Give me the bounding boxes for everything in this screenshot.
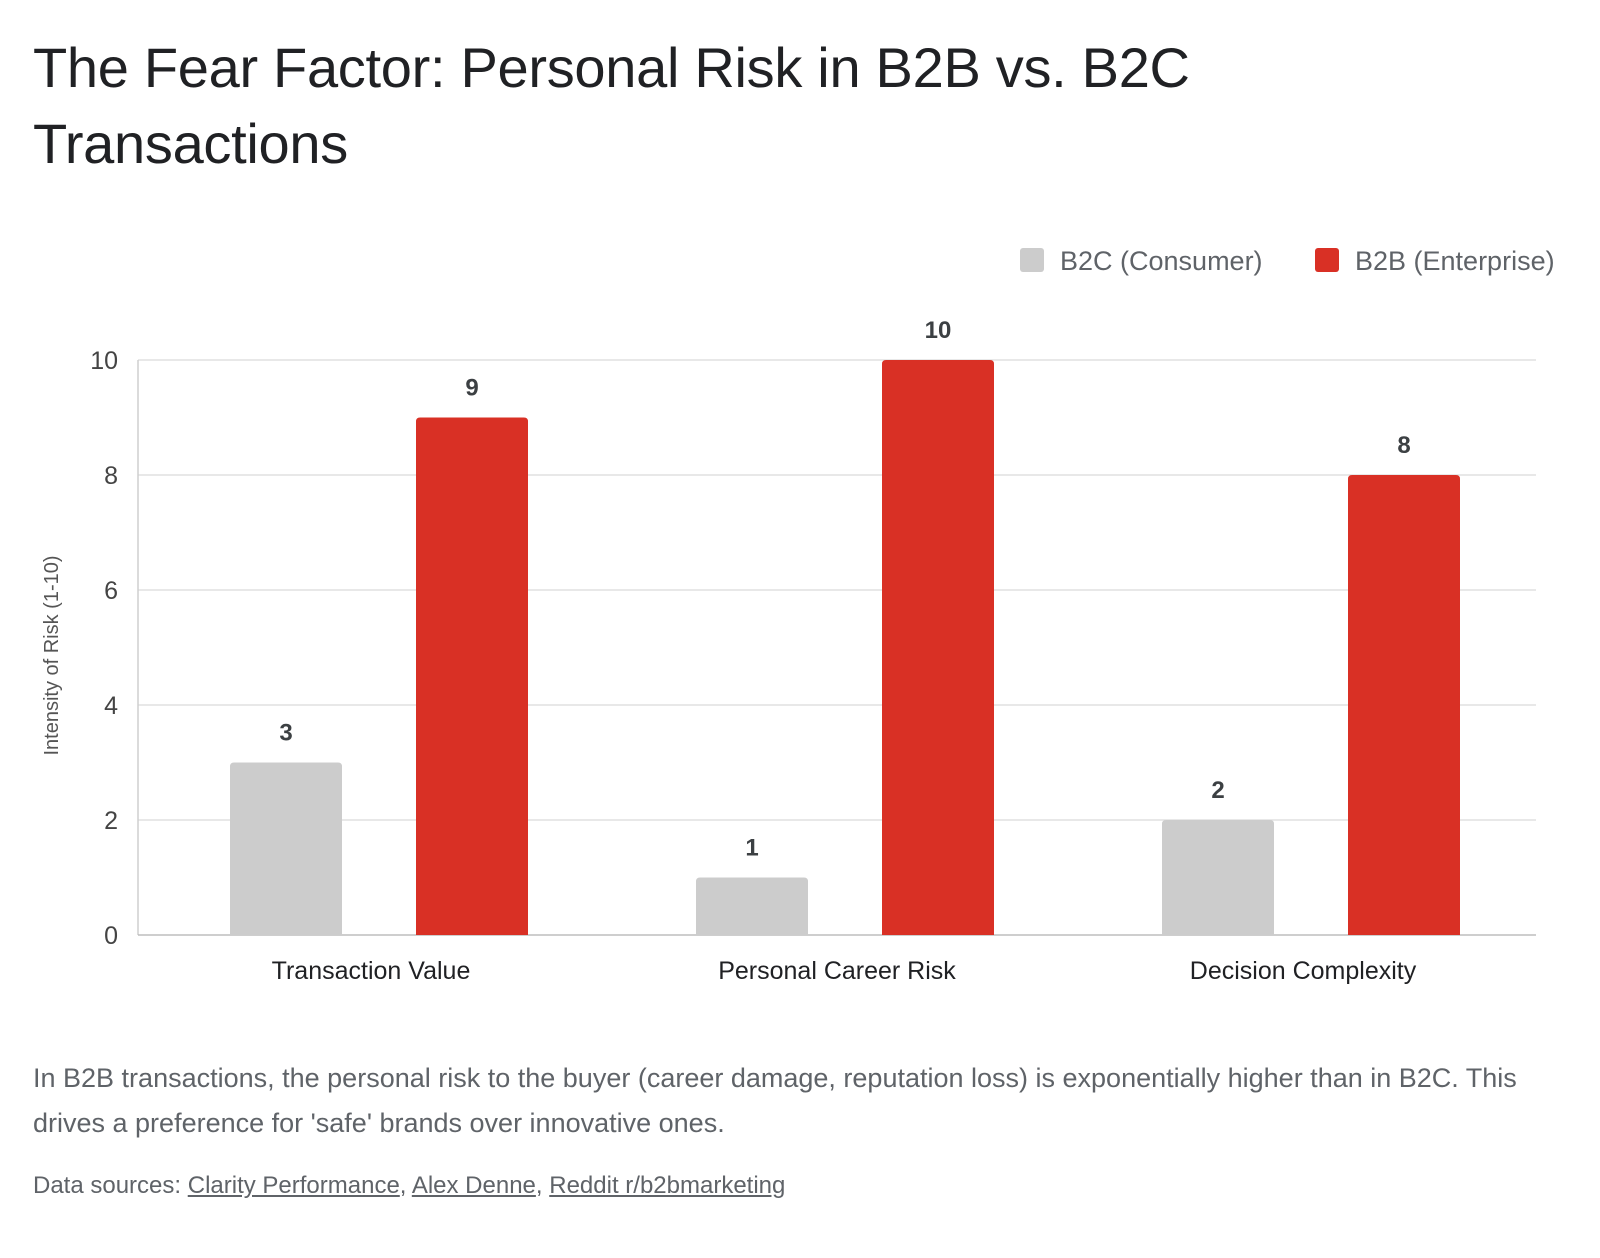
y-tick-label: 2	[104, 807, 118, 835]
bar-chart-svg: 0 2 4 6 8 10 Intensity of Risk (1-10) 3 9 Transac…	[41, 246, 1555, 985]
x-tick-label-personal-career-risk: Personal Career Risk	[718, 957, 956, 985]
chart-description: In B2B transactions, the personal risk t…	[33, 1063, 1517, 1138]
sources-separator: ,	[399, 1172, 412, 1199]
bar-b2b-enterprise-transaction-value	[416, 417, 528, 935]
y-tick-label: 10	[90, 347, 118, 375]
data-label-b2c-consumer-transaction-value: 3	[279, 720, 292, 747]
data-label-b2c-consumer-personal-career-risk: 1	[745, 835, 758, 862]
legend-label-b2c-consumer: B2C (Consumer)	[1060, 246, 1263, 276]
source-link-alex-denne[interactable]: Alex Denne	[411, 1172, 536, 1199]
y-tick-label: 0	[104, 922, 118, 950]
bar-b2b-enterprise-personal-career-risk	[882, 360, 994, 935]
bar-b2c-consumer-transaction-value	[230, 762, 342, 935]
source-link-reddit[interactable]: Reddit r/b2bmarketing	[549, 1172, 786, 1199]
data-sources: Data sources: Clarity Performance, Alex …	[33, 1168, 785, 1204]
data-label-b2b-enterprise-decision-complexity: 8	[1397, 432, 1410, 459]
y-tick-label: 4	[104, 692, 118, 720]
x-tick-label-transaction-value: Transaction Value	[272, 957, 471, 985]
bar-b2b-enterprise-decision-complexity	[1348, 475, 1460, 935]
bar-b2c-consumer-personal-career-risk	[696, 877, 808, 935]
x-tick-label-decision-complexity: Decision Complexity	[1190, 957, 1417, 985]
sources-prefix: Data sources:	[33, 1172, 188, 1199]
chart-title: The Fear Factor: Personal Risk in B2B vs…	[33, 36, 1190, 175]
data-label-b2b-enterprise-personal-career-risk: 10	[925, 317, 952, 344]
source-link-clarity-performance[interactable]: Clarity Performance	[187, 1172, 400, 1199]
bar-chart: 0 2 4 6 8 10 Intensity of Risk (1-10) 3 9 Transac…	[0, 220, 1600, 1020]
data-label-b2b-enterprise-transaction-value: 9	[465, 375, 478, 402]
legend-label-b2b-enterprise: B2B (Enterprise)	[1355, 246, 1555, 276]
y-tick-label: 6	[104, 577, 118, 605]
legend-swatch-b2b-enterprise	[1315, 248, 1339, 272]
bar-b2c-consumer-decision-complexity	[1162, 820, 1274, 935]
sources-separator: ,	[535, 1172, 550, 1199]
y-tick-label: 8	[104, 462, 118, 490]
y-axis-label: Intensity of Risk (1-10)	[41, 555, 63, 755]
legend-swatch-b2c-consumer	[1020, 248, 1044, 272]
data-label-b2c-consumer-decision-complexity: 2	[1211, 777, 1224, 804]
